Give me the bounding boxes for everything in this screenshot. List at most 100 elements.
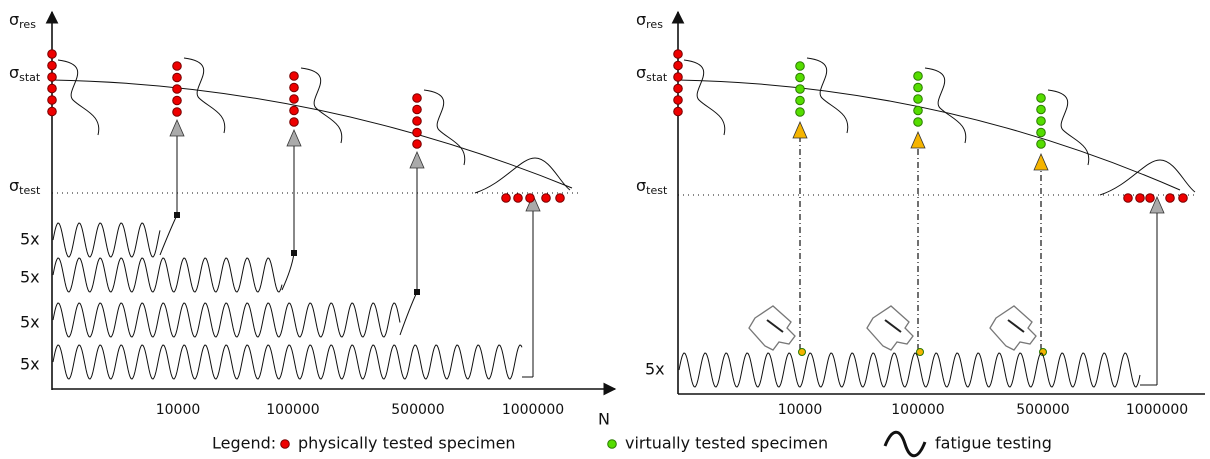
test-machine-icon (766, 319, 784, 333)
arrow-head (286, 129, 302, 147)
arrow-head (1149, 196, 1165, 214)
specimen-dot (913, 94, 923, 104)
sigma-label: σtest (9, 176, 41, 198)
test-machine-icon (1007, 319, 1025, 333)
specimen-dot (1178, 193, 1188, 203)
specimen-dot (1036, 116, 1046, 126)
sigma-symbol: σ (636, 176, 646, 195)
test-machine-icon (866, 305, 914, 351)
cycle-label: 500000 (1016, 402, 1069, 418)
specimen-dot (795, 61, 805, 71)
specimen-dot (412, 116, 422, 126)
arrow-head (409, 151, 425, 169)
specimen-dot (1036, 127, 1046, 138)
specimen-dot (172, 72, 182, 83)
static-strength-curve (677, 79, 1181, 191)
x-axis-label: N (598, 410, 610, 429)
test-machine-icon (884, 319, 902, 333)
static-strength-curve (51, 79, 573, 189)
specimen-dot (47, 49, 57, 59)
specimen-dot (501, 193, 511, 203)
specimen-dot (795, 84, 805, 94)
sigma-subscript: res (19, 18, 36, 31)
test-machine-icon (989, 305, 1037, 351)
repeat-label: 5x (20, 313, 40, 332)
test-machine-icon (748, 305, 796, 351)
specimen-dot (525, 193, 535, 203)
specimen-dot (555, 193, 565, 203)
specimen-dot (795, 72, 805, 83)
cycle-label: 10000 (778, 402, 823, 418)
specimen-dot (795, 107, 805, 117)
sigma-symbol: σ (636, 63, 646, 82)
specimen-dot (47, 106, 57, 117)
cycle-label: 1000000 (1126, 402, 1188, 418)
legend-title: Legend: (212, 434, 276, 453)
arrow-head (525, 194, 541, 212)
specimen-dot (412, 104, 422, 115)
specimen-dot (913, 105, 923, 116)
sigma-subscript: res (646, 18, 663, 31)
repeat-label: 5x (20, 268, 40, 287)
fatigue-wave (52, 302, 401, 338)
sigma-subscript: stat (646, 71, 668, 84)
specimen-dot (673, 106, 683, 117)
specimen-dot (1123, 193, 1133, 203)
arrow-head (1033, 153, 1049, 171)
legend-label: fatigue testing (935, 434, 1052, 453)
arrow-head (792, 121, 808, 139)
specimen-dot (1145, 193, 1155, 203)
distribution (300, 67, 343, 144)
specimen-dot (289, 94, 299, 104)
legend-label: physically tested specimen (298, 434, 516, 453)
fatigue-wave (52, 344, 523, 380)
specimen-dot (1036, 139, 1046, 149)
specimen-dot (172, 61, 182, 71)
specimen-dot (913, 71, 923, 81)
specimen-dot (513, 193, 523, 203)
specimen-dot (172, 107, 182, 117)
distribution (474, 157, 571, 194)
legend: Legend: physically tested specimen virtual… (212, 430, 1052, 458)
specimen-dot (47, 60, 57, 71)
cycle-label: 10000 (156, 402, 201, 418)
repeat-label: 5x (645, 360, 665, 379)
distribution (924, 67, 967, 144)
repeat-label: 5x (20, 230, 40, 249)
legend-wave (883, 430, 927, 458)
specimen-dot (412, 127, 422, 138)
specimen-dot (673, 72, 683, 82)
specimen-dot (412, 139, 422, 149)
cycle-label: 100000 (891, 402, 944, 418)
arrow-head (910, 131, 926, 149)
cycle-label: 100000 (266, 402, 319, 418)
sigma-symbol: σ (9, 10, 19, 29)
specimen-dot (1036, 104, 1046, 115)
specimen-dot (795, 95, 805, 106)
sigma-subscript: test (19, 184, 41, 197)
sigma-symbol: σ (9, 63, 19, 82)
distribution (1099, 159, 1196, 196)
specimen-dot (47, 83, 57, 94)
cycle-label: 500000 (391, 402, 444, 418)
distribution (683, 59, 726, 136)
specimen-dot (280, 439, 290, 449)
sigma-subscript: test (646, 184, 668, 197)
specimen-dot (607, 439, 617, 449)
sigma-label: σres (9, 10, 36, 32)
specimen-dot (47, 95, 57, 105)
distribution (57, 59, 100, 136)
sigma-symbol: σ (636, 10, 646, 29)
specimen-dot (913, 117, 923, 127)
fatigue-wave (52, 257, 283, 293)
specimen-dot (289, 117, 299, 127)
specimen-dot (47, 72, 57, 82)
specimen-dot (289, 71, 299, 81)
specimen-dot (541, 193, 551, 203)
connector (281, 252, 295, 291)
specimen-dot (289, 105, 299, 116)
specimen-dot (673, 49, 683, 59)
